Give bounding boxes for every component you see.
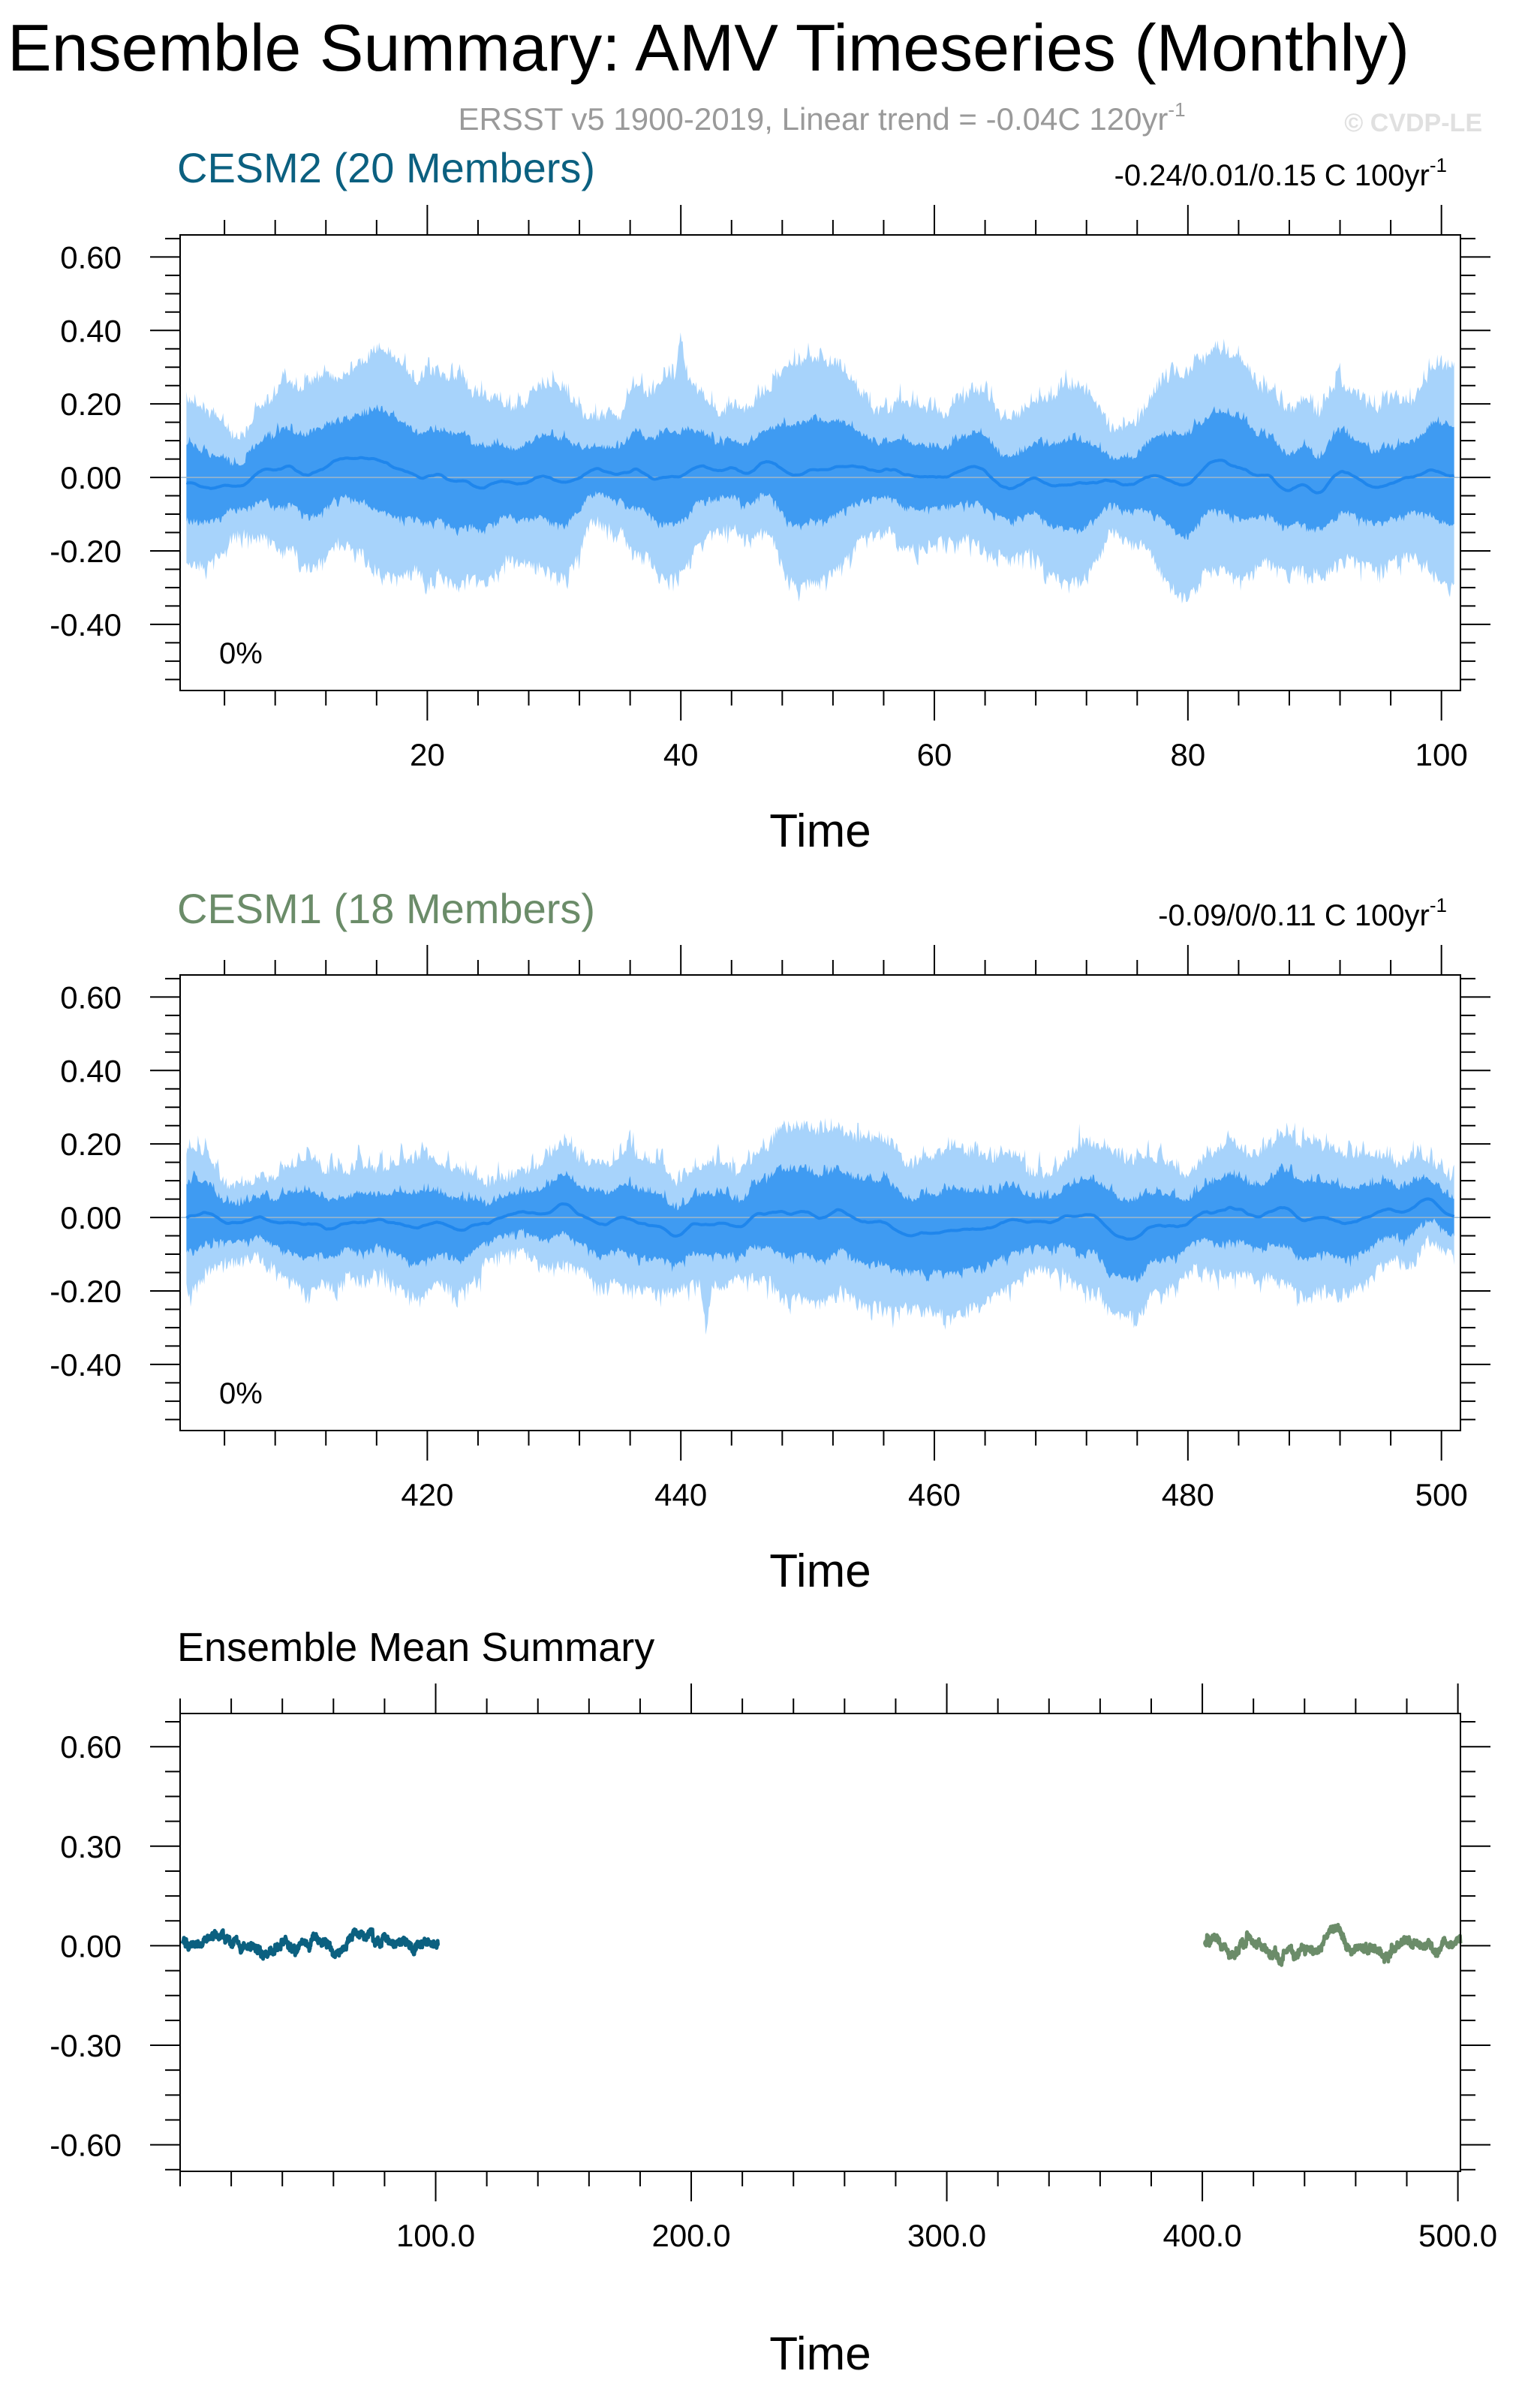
y-tick-label: -0.60 (50, 2128, 122, 2163)
x-tick-label: 440 (654, 1477, 707, 1512)
y-tick-label: 0.20 (60, 387, 122, 422)
plot-frame (179, 974, 1461, 1431)
plot-frame (179, 234, 1461, 691)
y-tick-label: 0.00 (60, 460, 122, 495)
panel-cesm1: CESM1 (18 Members) -0.09/0/0.11 C 100yr-… (50, 885, 1490, 1597)
cesm2-ensemble-mean-line (180, 1927, 441, 1961)
panel-cesm2-title: CESM2 (20 Members) (177, 144, 595, 191)
x-tick-label: 300.0 (907, 2218, 986, 2253)
x-tick-label: 420 (401, 1477, 453, 1512)
y-tick-label: 0.60 (60, 239, 122, 275)
panel-cesm2-percent: 0% (219, 637, 263, 670)
x-tick-label: 500.0 (1418, 2218, 1497, 2253)
plot-frame (179, 1713, 1461, 2172)
panel-cesm2-xlabel: Time (769, 805, 871, 857)
inner-envelope-band (186, 1163, 1454, 1283)
page-title: Ensemble Summary: AMV Timeseries (Monthl… (8, 11, 1409, 85)
y-tick-label: -0.20 (50, 1274, 122, 1309)
x-tick-label: 460 (908, 1477, 961, 1512)
panel-ensemble-mean-xlabel: Time (769, 2328, 871, 2380)
ensemble-mean-line (185, 456, 1455, 495)
page-subtitle: ERSST v5 1900-2019, Linear trend = -0.04… (458, 98, 1185, 137)
panel-cesm1-title: CESM1 (18 Members) (177, 885, 595, 932)
ensemble-mean-line (185, 1197, 1455, 1241)
panel-cesm2-trend: -0.24/0.01/0.15 C 100yr-1 (1114, 154, 1447, 192)
y-tick-label: 0.60 (60, 979, 122, 1015)
panel-ensemble-mean-title: Ensemble Mean Summary (177, 1625, 654, 1670)
x-tick-label: 480 (1162, 1477, 1214, 1512)
inner-envelope-band (186, 404, 1454, 540)
y-tick-label: -0.20 (50, 534, 122, 569)
x-tick-label: 500 (1415, 1477, 1468, 1512)
panel-cesm1-percent: 0% (219, 1377, 263, 1410)
y-tick-label: -0.30 (50, 2028, 122, 2063)
y-tick-label: 0.60 (60, 1729, 122, 1765)
x-tick-label: 80 (1170, 737, 1205, 772)
panel-ensemble-mean: Ensemble Mean Summary Time -0.60 -0.30 0.0… (50, 1625, 1497, 2380)
page-subtitle-text: ERSST v5 1900-2019, Linear trend = -0.04… (458, 101, 1168, 137)
y-tick-label: 0.00 (60, 1200, 122, 1235)
y-tick-label: 0.00 (60, 1928, 122, 1963)
y-tick-label: 0.30 (60, 1829, 122, 1864)
x-tick-label: 200.0 (651, 2218, 730, 2253)
watermark: © CVDP-LE (1344, 109, 1482, 137)
panel-cesm1-xlabel: Time (769, 1545, 871, 1597)
y-tick-label: 0.20 (60, 1127, 122, 1162)
panel-cesm2: CESM2 (20 Members) -0.24/0.01/0.15 C 100… (50, 144, 1490, 857)
cesm1-ensemble-mean-line (1203, 1922, 1463, 1967)
x-tick-label: 60 (917, 737, 952, 772)
y-tick-label: -0.40 (50, 1347, 122, 1383)
y-tick-label: 0.40 (60, 313, 122, 348)
page-subtitle-sup: -1 (1168, 98, 1185, 121)
x-tick-label: 100 (1415, 737, 1468, 772)
x-tick-label: 100.0 (396, 2218, 475, 2253)
y-tick-label: -0.40 (50, 607, 122, 642)
x-tick-label: 20 (410, 737, 445, 772)
y-tick-label: 0.40 (60, 1053, 122, 1088)
x-tick-label: 40 (663, 737, 699, 772)
panel-cesm1-trend: -0.09/0/0.11 C 100yr-1 (1158, 894, 1447, 932)
x-tick-label: 400.0 (1163, 2218, 1242, 2253)
